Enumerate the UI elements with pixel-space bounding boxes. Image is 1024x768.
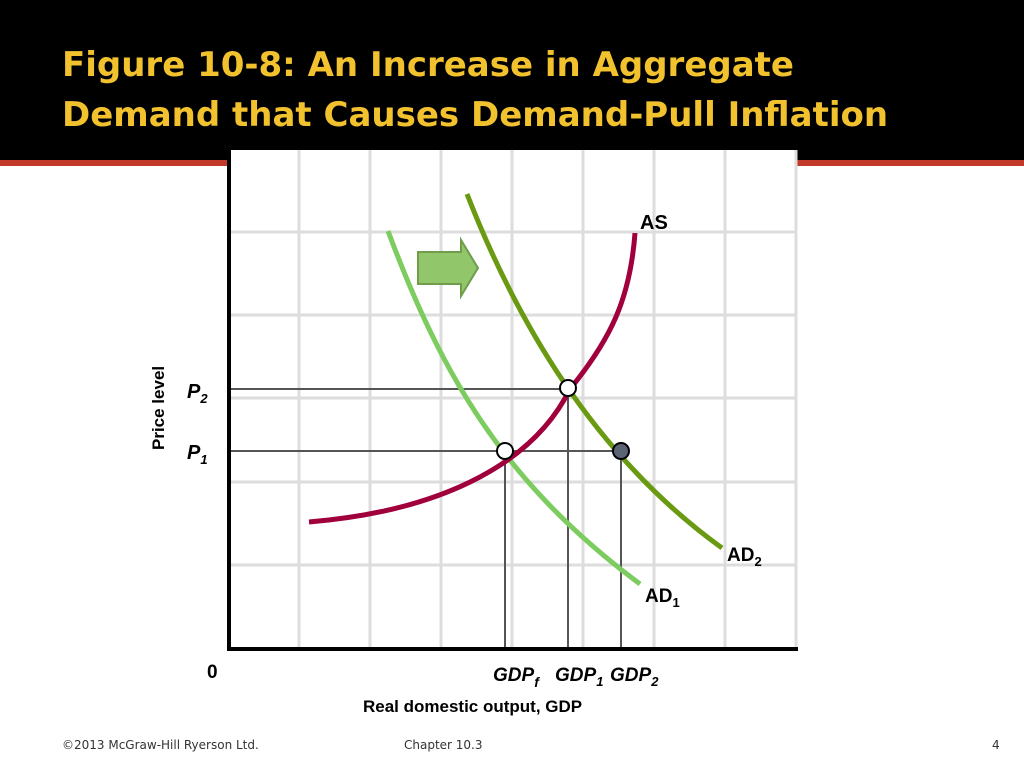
- equilibrium-point-new: [559, 379, 577, 397]
- y-axis-label: Price level: [149, 366, 168, 450]
- as-label: AS: [640, 212, 668, 234]
- gdp1-label: GDP1: [555, 665, 603, 689]
- footer-copyright: ©2013 McGraw-Hill Ryerson Ltd.: [62, 738, 259, 752]
- p2-label: P2: [187, 381, 208, 406]
- title-line-2: Demand that Causes Demand-Pull Inflation: [62, 95, 889, 135]
- grid-lines: [229, 150, 798, 648]
- shift-right-arrow-icon: [417, 236, 480, 300]
- gdp2-label: GDP2: [610, 665, 659, 689]
- footer-chapter: Chapter 10.3: [404, 738, 483, 752]
- title-line-1: Figure 10-8: An Increase in Aggregate: [62, 45, 794, 85]
- x-axis-label: Real domestic output, GDP: [363, 697, 582, 716]
- ad2-label: AD2: [727, 545, 762, 569]
- origin-label: 0: [207, 662, 218, 683]
- title-bar: [0, 0, 1024, 160]
- p1-label: P1: [187, 442, 208, 467]
- page-number: 4: [992, 738, 1000, 752]
- as-curve: [308, 232, 638, 525]
- reference-lines: [231, 388, 622, 647]
- slide-title: Figure 10-8: An Increase in Aggregate De…: [62, 40, 962, 140]
- ad1-curve: [385, 230, 642, 587]
- excess-demand-point: [612, 442, 630, 460]
- gdpf-label: GDPf: [493, 665, 540, 690]
- ad1-label: AD1: [645, 586, 680, 610]
- equilibrium-point-initial: [496, 442, 514, 460]
